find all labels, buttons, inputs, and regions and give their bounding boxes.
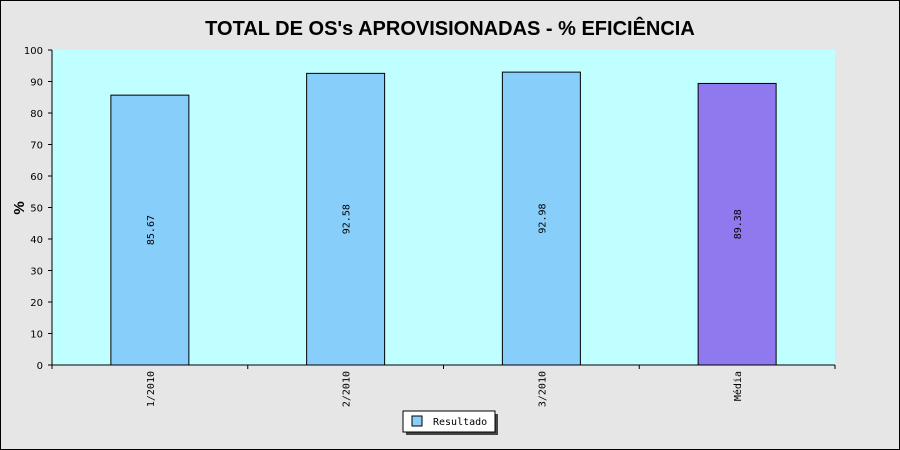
y-tick-label: 80 [30,109,43,120]
x-tick-label: 2/2010 [342,371,353,407]
y-tick-label: 40 [30,235,43,246]
legend-box [402,410,496,433]
value-labels-layer: 85.67 92.58 92.98 89.38 [146,204,744,246]
y-tick-label: 10 [30,330,43,341]
y-tick-label: 100 [24,46,43,57]
x-ticks-layer: 1/2010 2/2010 3/2010 Média [51,365,836,407]
y-ticks-layer: 0 10 20 30 40 50 60 70 80 90 100 [24,46,52,372]
bar-value-label: 92.98 [537,204,548,234]
bar-value-label: 92.58 [342,204,353,234]
y-tick-label: 70 [30,141,43,152]
y-axis-label: % [11,201,28,214]
legend-swatch [411,415,423,427]
y-tick-label: 50 [30,204,43,215]
y-tick-label: 20 [30,298,43,309]
y-tick-label: 90 [30,78,43,89]
x-tick-label: 1/2010 [146,371,157,407]
legend-label: Resultado [433,417,487,428]
bar-2 [306,72,386,366]
x-tick-label: Média [732,371,744,401]
y-tick-label: 60 [30,172,43,183]
y-tick-label: 30 [30,267,43,278]
bar-value-label: 89.38 [733,209,744,239]
bar-3 [501,71,581,366]
chart-title: TOTAL DE OS's APROVISIONADAS - % EFICIÊN… [205,16,695,40]
x-tick-label: 3/2010 [537,371,548,407]
bar-value-label: 85.67 [146,215,157,245]
bars-layer [110,71,777,366]
bar-1 [110,94,190,366]
y-tick-label: 0 [37,361,43,372]
legend: Resultado [402,410,498,435]
